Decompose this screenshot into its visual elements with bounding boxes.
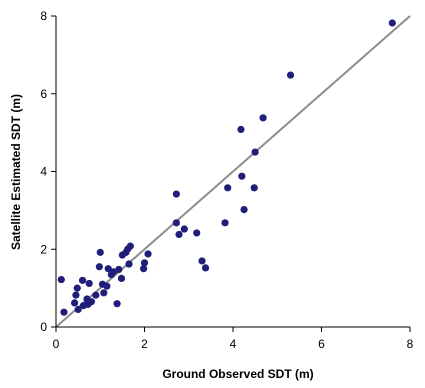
x-axis-title: Ground Observed SDT (m): [162, 367, 313, 381]
data-point: [286, 71, 295, 79]
data-point: [126, 242, 134, 250]
y-axis-title: Satellite Estimated SDT (m): [9, 94, 23, 250]
data-point: [74, 305, 82, 314]
data-point: [172, 190, 180, 198]
data-point: [259, 114, 267, 122]
data-point: [78, 276, 87, 284]
data-point: [388, 19, 396, 27]
data-point: [221, 219, 229, 227]
reference-line-layer: [55, 15, 411, 328]
data-point: [125, 260, 133, 268]
x-tick-label: 0: [53, 337, 60, 351]
y-tick-label: 4: [40, 165, 47, 179]
data-point: [103, 282, 111, 290]
data-point: [57, 275, 65, 284]
x-tick-label: 4: [230, 337, 237, 351]
x-tick-label: 2: [141, 337, 148, 351]
data-point: [70, 299, 79, 307]
data-point: [100, 289, 108, 297]
y-tick-label: 2: [40, 242, 47, 256]
data-point: [224, 184, 232, 192]
y-tick-label: 0: [40, 320, 47, 334]
data-point: [60, 308, 68, 316]
data-point: [237, 125, 245, 134]
y-tick-label: 6: [40, 87, 47, 101]
data-point: [193, 229, 201, 237]
data-point: [92, 291, 100, 299]
data-point: [115, 265, 123, 274]
y-tick-label: 8: [40, 9, 47, 23]
data-point: [95, 263, 103, 271]
data-point: [73, 284, 81, 292]
data-point: [140, 265, 148, 273]
data-point: [250, 184, 258, 192]
data-point: [72, 291, 80, 299]
one-to-one-line: [55, 15, 411, 328]
data-point: [85, 279, 93, 288]
data-point: [144, 250, 152, 258]
x-tick-label: 8: [407, 337, 414, 351]
data-point: [172, 219, 180, 227]
data-point: [198, 257, 206, 265]
data-point: [117, 274, 126, 283]
data-point: [104, 265, 112, 273]
data-point: [113, 300, 121, 308]
data-points-layer: [57, 19, 396, 316]
ticks-layer: 0 2 4 6 8 0 2 4 6 8: [40, 9, 413, 351]
x-tick-label: 6: [318, 337, 325, 351]
data-point: [238, 172, 246, 180]
data-point: [140, 259, 149, 267]
data-point: [201, 264, 210, 272]
data-point: [180, 225, 188, 233]
data-point: [87, 298, 95, 306]
data-point: [96, 248, 104, 256]
data-point: [240, 205, 248, 214]
data-point: [175, 230, 183, 239]
data-point: [251, 148, 259, 156]
